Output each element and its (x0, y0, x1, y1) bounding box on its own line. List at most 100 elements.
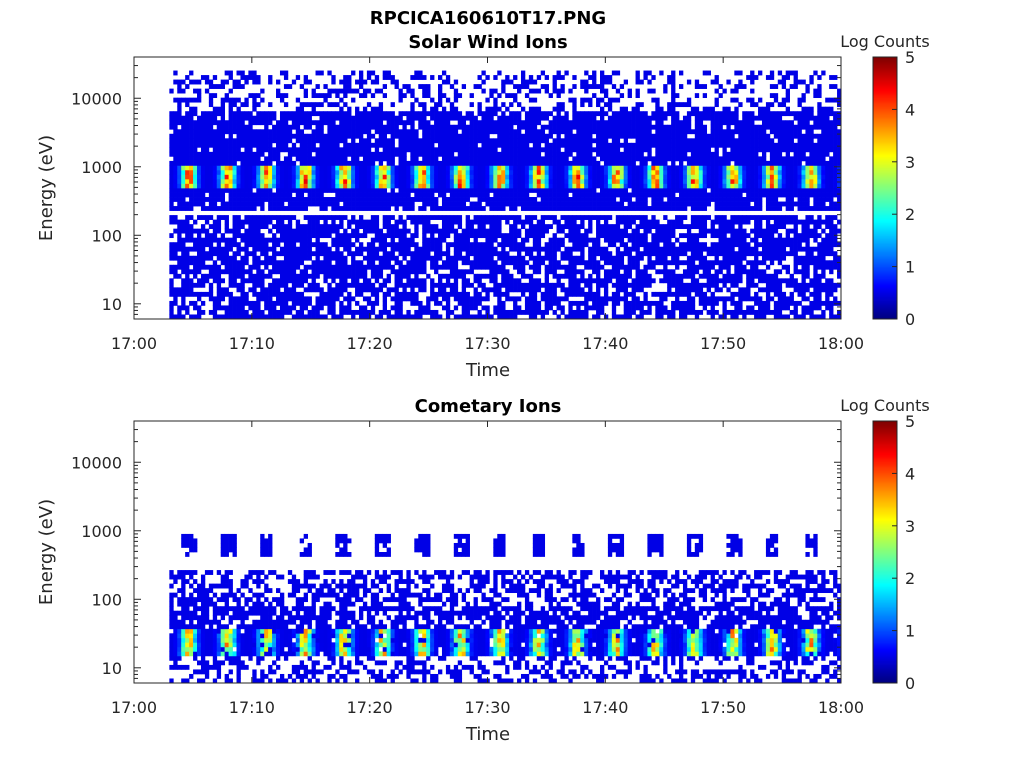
heatmap-cell (232, 228, 237, 234)
heatmap-cell (220, 233, 226, 239)
heatmap-cell (552, 151, 557, 157)
heatmap-cell (477, 188, 482, 193)
heatmap-cell (366, 102, 372, 108)
heatmap-cell (627, 178, 632, 184)
heatmap-cell (607, 120, 613, 126)
heatmap-cell (327, 129, 332, 135)
heatmap-cell (627, 183, 632, 189)
heatmap-cell (311, 106, 316, 112)
heatmap-cell (204, 273, 210, 279)
heatmap-cell (477, 183, 482, 189)
heatmap-cell (615, 97, 621, 103)
heatmap-cell (327, 233, 332, 239)
heatmap-cell (335, 314, 340, 320)
heatmap-cell (315, 264, 320, 270)
heatmap-cell (520, 282, 526, 288)
heatmap-cell (351, 115, 356, 121)
heatmap-cell (627, 291, 632, 297)
heatmap-cell (564, 133, 569, 139)
heatmap-cell (283, 237, 289, 243)
heatmap-cell (256, 102, 261, 108)
heatmap-cell (177, 129, 182, 135)
heatmap-cell (600, 151, 605, 157)
heatmap-cell (544, 174, 549, 180)
heatmap-cell (406, 142, 411, 148)
heatmap-cell (426, 255, 431, 261)
heatmap-cell (528, 206, 534, 211)
heatmap-cell (524, 111, 530, 117)
heatmap-cell (477, 309, 482, 315)
heatmap-cell (370, 120, 376, 126)
heatmap-cell (461, 124, 467, 130)
heatmap-cell (509, 142, 514, 148)
heatmap-cell (283, 120, 289, 126)
heatmap-cell (465, 183, 470, 189)
heatmap-cell (596, 291, 601, 297)
heatmap-cell (607, 197, 613, 202)
heatmap-cell (434, 224, 439, 230)
heatmap-cell (272, 178, 277, 184)
heatmap-cell (631, 296, 636, 302)
heatmap-cell (536, 160, 542, 166)
heatmap-cell (402, 264, 407, 270)
heatmap-cell (268, 282, 273, 288)
heatmap-cell (358, 242, 364, 248)
heatmap-cell (611, 178, 617, 184)
heatmap-cell (457, 197, 463, 202)
heatmap-cell (315, 282, 320, 288)
heatmap-cell (216, 188, 222, 193)
heatmap-cell (272, 255, 277, 261)
heatmap-cell (438, 120, 443, 126)
heatmap-cell (303, 124, 308, 130)
heatmap-cell (382, 296, 387, 302)
heatmap-cell (635, 120, 640, 126)
heatmap-cell (528, 156, 534, 162)
heatmap-cell (481, 79, 486, 85)
heatmap-cell (445, 201, 451, 207)
heatmap-cell (200, 156, 206, 162)
heatmap-cell (232, 273, 237, 279)
heatmap-cell (631, 151, 636, 157)
heatmap-cell (287, 242, 293, 248)
heatmap-cell (505, 255, 510, 261)
heatmap-cell (410, 147, 415, 153)
heatmap-cell (303, 224, 308, 230)
heatmap-cell (378, 174, 384, 180)
heatmap-cell (362, 79, 368, 85)
heatmap-cell (536, 151, 542, 157)
heatmap-cell (327, 70, 332, 76)
heatmap-cell (449, 138, 455, 144)
heatmap-cell (540, 233, 546, 239)
heatmap-cell (639, 305, 644, 311)
heatmap-cell (497, 70, 502, 76)
heatmap-cell (501, 278, 506, 284)
heatmap-cell (485, 197, 490, 202)
heatmap-cell (248, 305, 253, 311)
heatmap-cell (283, 278, 289, 284)
heatmap-cell (588, 251, 593, 257)
heatmap-cell (370, 300, 376, 306)
heatmap-cell (173, 178, 178, 184)
heatmap-cell (382, 291, 387, 297)
heatmap-cell (406, 237, 411, 243)
heatmap-cell (426, 138, 431, 144)
heatmap-cell (441, 305, 447, 311)
heatmap-cell (461, 246, 467, 252)
heatmap-cell (189, 142, 194, 148)
heatmap-cell (260, 192, 265, 198)
heatmap-cell (378, 233, 384, 239)
heatmap-cell (220, 296, 226, 302)
heatmap-cell (600, 228, 605, 234)
heatmap-cell (465, 156, 470, 162)
heatmap-cell (418, 309, 423, 315)
heatmap-cell (505, 120, 510, 126)
heatmap-cell (544, 201, 549, 207)
heatmap-cell (193, 147, 198, 153)
heatmap-cell (477, 192, 482, 198)
heatmap-cell (426, 84, 431, 89)
heatmap-cell (434, 102, 439, 108)
heatmap-cell (394, 224, 399, 230)
heatmap-cell (556, 156, 561, 162)
heatmap-cell (347, 160, 352, 166)
heatmap-cell (441, 70, 447, 76)
